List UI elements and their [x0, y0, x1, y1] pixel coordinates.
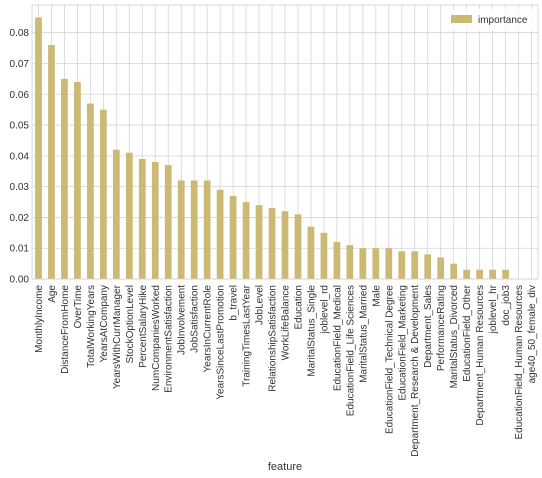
x-tick-label: Department_Human Resources [475, 285, 486, 426]
x-tick-label: OverTime [73, 285, 84, 329]
bars [35, 17, 509, 280]
x-tick-label: Age [47, 285, 58, 303]
x-tick-label: DistanceFromHome [60, 285, 71, 374]
bar [242, 202, 250, 279]
y-tick-label: 0.04 [10, 151, 30, 162]
legend-label: importance [478, 15, 528, 26]
bar [190, 180, 198, 279]
bar [125, 152, 133, 279]
x-tick-label: b_travel [229, 285, 240, 321]
x-tick-label: age40_50_female_div [527, 285, 538, 383]
bar [424, 254, 432, 279]
legend-swatch [451, 15, 472, 23]
bar [502, 269, 509, 279]
x-tick-label: MaritalStatus_Divorced [449, 285, 460, 388]
legend-box [444, 9, 532, 31]
bar [138, 158, 146, 279]
y-tick-label: 0.02 [10, 213, 30, 224]
bar [177, 180, 185, 279]
bar [411, 251, 419, 279]
plot-frame [31, 4, 539, 280]
y-tick-labels: 0.00 0.01 0.02 0.03 0.04 0.05 0.06 0.07 0.08 [10, 28, 30, 285]
bar [216, 189, 224, 279]
x-tick-label: YearsAtCompany [99, 285, 110, 362]
bar [35, 17, 42, 280]
x-tick-label: PercentSalaryHike [138, 285, 149, 368]
y-tick-label: 0.08 [10, 28, 30, 39]
x-tick-label: EducationField_Other [462, 284, 473, 381]
x-tick-label: JobLevel [255, 285, 266, 325]
y-tick-label: 0.03 [10, 182, 30, 193]
bar [346, 245, 354, 279]
x-tick-label: EducationField_Life Sciences [345, 285, 356, 416]
x-tick-label: TotalWorkingYears [86, 285, 97, 368]
x-tick-label: JobInvolvement [177, 285, 188, 355]
x-tick-label: joblevel_rd [319, 285, 330, 334]
x-tick-label: YearsWithCurrManager [112, 284, 123, 389]
x-tick-label: PerformanceRating [436, 285, 447, 371]
bar [61, 78, 68, 280]
y-tick-label: 0.01 [10, 244, 30, 255]
bar [333, 242, 341, 279]
x-tick-label: Department_Sales [423, 285, 434, 368]
y-tick-label: 0.07 [10, 59, 30, 70]
bar [437, 257, 445, 279]
x-tick-label: EducationField_Technical Degree [384, 285, 395, 434]
bar [307, 226, 315, 279]
bar [463, 269, 471, 279]
bar [229, 195, 237, 279]
bar [99, 109, 107, 279]
bar [476, 269, 483, 279]
x-tick-label: WorkLifeBalance [281, 285, 292, 361]
bar [87, 103, 94, 280]
y-tick-label: 0.00 [10, 275, 30, 286]
bar [151, 162, 159, 279]
bar [320, 232, 328, 279]
x-tick-label: TrainingTimesLastYear [242, 284, 253, 386]
bar [372, 248, 380, 279]
x-tick-label: YearsInCurrentRole [203, 285, 214, 373]
x-tick-label: EducationField_Medical [332, 285, 343, 391]
bar [450, 263, 458, 279]
bar [385, 248, 393, 279]
x-tick-label: Education [293, 285, 304, 329]
bar [255, 205, 263, 279]
x-tick-label: EducationField_Marketing [397, 285, 408, 401]
x-tick-label: joblevel_hr [488, 284, 499, 334]
bar [112, 149, 120, 279]
bar [281, 211, 289, 279]
x-tick-label: EnvironmentSatisfaction [164, 285, 175, 393]
x-tick-label: StockOptionLevel [125, 285, 136, 363]
bar [74, 81, 81, 279]
bar [203, 180, 211, 279]
y-tick-label: 0.06 [10, 90, 30, 101]
x-tick-label: RelationshipSatisfaction [268, 285, 279, 392]
x-tick-labels: MonthlyIncome Age DistanceFromHome OverTime… [34, 284, 538, 456]
x-tick-label: Male [371, 285, 382, 307]
x-tick-label: EducationField_Human Resources [514, 285, 525, 440]
bar [359, 248, 367, 279]
x-tick-label: NumCompaniesWorked [151, 285, 162, 391]
bar [268, 208, 276, 279]
x-tick-label: Department_Research & Development [410, 285, 421, 457]
x-tick-label: MonthlyIncome [34, 285, 45, 353]
x-tick-label: JobSatisfaction [190, 285, 201, 353]
bar [398, 251, 406, 279]
legend: importance [444, 9, 532, 31]
bar [48, 45, 55, 279]
x-axis-label: feature [268, 461, 302, 473]
bar [489, 269, 496, 279]
x-tick-label: YearsSinceLastPromotion [216, 285, 227, 400]
x-tick-label: doc_job3 [501, 285, 512, 326]
bar [294, 214, 302, 279]
x-tick-label: MaritalStatus_Single [306, 285, 317, 377]
bar [164, 165, 172, 279]
y-tick-label: 0.05 [10, 121, 30, 132]
x-tick-label: MaritalStatus_Married [358, 285, 369, 383]
